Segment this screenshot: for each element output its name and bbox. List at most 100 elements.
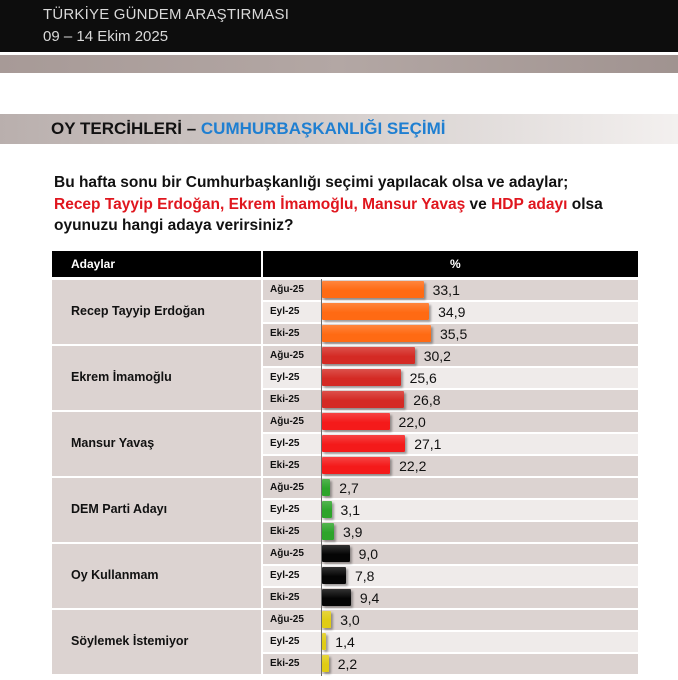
- period-row: Eyl-25: [263, 632, 638, 652]
- bar-value-label: 25,6: [409, 370, 437, 386]
- bar-value-label: 3,0: [340, 612, 360, 628]
- report-header: TÜRKİYE GÜNDEM ARAŞTIRMASI 09 – 14 Ekim …: [0, 0, 678, 52]
- bar: [322, 545, 350, 562]
- candidate-cell: Oy Kullanmam: [52, 544, 261, 608]
- bar-value-label: 26,8: [413, 392, 441, 408]
- bar-value-label: 9,4: [359, 590, 380, 606]
- survey-question: Bu hafta sonu bir Cumhurbaşkanlığı seçim…: [54, 172, 654, 237]
- period-row: Eyl-25: [263, 566, 638, 586]
- bar-value-label: 7,8: [354, 568, 375, 584]
- period-label: Eyl-25: [270, 636, 300, 647]
- candidate-cell: Söylemek İstemiyor: [52, 610, 261, 674]
- period-label: Eyl-25: [270, 306, 300, 317]
- bar: [322, 457, 391, 474]
- bar: [322, 303, 430, 320]
- bar-value-label: 22,0: [398, 414, 426, 430]
- period-row: Eki-25: [263, 390, 638, 410]
- period-label: Ağu-25: [270, 350, 304, 361]
- question-line-3: oyunuzu hangi adaya verirsiniz?: [54, 217, 294, 234]
- header-stripe: [0, 55, 678, 73]
- report-dates: 09 – 14 Ekim 2025: [43, 28, 169, 45]
- period-label: Eki-25: [270, 526, 300, 537]
- period-row: Ağu-25: [263, 412, 638, 432]
- period-label: Eyl-25: [270, 504, 300, 515]
- bar: [322, 281, 424, 298]
- period-label: Eki-25: [270, 658, 300, 669]
- header-percent-label: %: [450, 257, 461, 271]
- report-org: TÜRKİYE GÜNDEM ARAŞTIRMASI: [43, 6, 290, 23]
- bar: [322, 523, 334, 540]
- section-title: OY TERCİHLERİ – CUMHURBAŞKANLIĞI SEÇİMİ: [51, 119, 446, 139]
- question-hdp: HDP adayı: [491, 195, 568, 213]
- period-label: Ağu-25: [270, 548, 304, 559]
- header-candidates-label: Adaylar: [71, 257, 116, 271]
- question-and: ve: [465, 195, 492, 213]
- bar-value-label: 35,5: [439, 326, 468, 342]
- period-label: Eki-25: [270, 394, 300, 405]
- section-title-prefix: OY TERCİHLERİ –: [51, 119, 201, 138]
- period-row: Eyl-25: [263, 500, 638, 520]
- bar: [322, 501, 332, 518]
- question-line-1: Bu hafta sonu bir Cumhurbaşkanlığı seçim…: [54, 174, 569, 191]
- bar: [322, 413, 390, 430]
- period-label: Ağu-25: [270, 614, 304, 625]
- header-percent-cell: %: [263, 251, 638, 277]
- candidate-name: Oy Kullanmam: [71, 568, 159, 582]
- bar-value-label: 33,1: [432, 282, 460, 298]
- period-row: Eki-25: [263, 588, 638, 608]
- bar: [322, 435, 406, 452]
- period-row: Ağu-25: [263, 544, 638, 564]
- period-label: Ağu-25: [270, 482, 304, 493]
- header-candidates-cell: Adaylar: [52, 251, 261, 277]
- candidate-cell: Ekrem İmamoğlu: [52, 346, 261, 410]
- question-line-2: Recep Tayyip Erdoğan, Ekrem İmamoğlu, Ma…: [54, 194, 654, 216]
- bar: [322, 479, 331, 496]
- section-title-highlight: CUMHURBAŞKANLIĞI SEÇİMİ: [200, 119, 446, 138]
- candidate-cell: Mansur Yavaş: [52, 412, 261, 476]
- bar-value-label: 22,2: [399, 458, 427, 474]
- bar: [322, 589, 351, 606]
- period-row: Eki-25: [263, 654, 638, 674]
- bar-value-label: 3,1: [340, 502, 360, 518]
- bar-value-label: 9,0: [358, 546, 379, 562]
- candidate-name: Recep Tayyip Erdoğan: [71, 304, 205, 318]
- period-row: Ağu-25: [263, 610, 638, 630]
- period-row: Ağu-25: [263, 478, 638, 498]
- bar: [322, 347, 415, 364]
- candidate-cell: Recep Tayyip Erdoğan: [52, 280, 261, 344]
- bar: [322, 633, 327, 650]
- candidate-name: Mansur Yavaş: [71, 436, 155, 450]
- bar-value-label: 27,1: [414, 436, 442, 452]
- bar: [322, 369, 401, 386]
- question-candidates: Recep Tayyip Erdoğan, Ekrem İmamoğlu, Ma…: [54, 195, 466, 213]
- bar: [322, 391, 405, 408]
- candidate-name: Söylemek İstemiyor: [71, 634, 189, 648]
- period-label: Eyl-25: [270, 570, 300, 581]
- candidate-name: Ekrem İmamoğlu: [71, 370, 172, 384]
- bar-value-label: 34,9: [438, 304, 466, 320]
- period-row: Eyl-25: [263, 434, 638, 454]
- period-row: Eyl-25: [263, 368, 638, 388]
- period-label: Ağu-25: [270, 416, 304, 427]
- bar-value-label: 2,2: [337, 656, 358, 672]
- bar-value-label: 1,4: [335, 634, 355, 650]
- bar: [322, 655, 329, 672]
- period-row: Eki-25: [263, 456, 638, 476]
- bar: [322, 325, 431, 342]
- period-label: Eyl-25: [270, 438, 300, 449]
- period-label: Eki-25: [270, 592, 300, 603]
- bar-value-label: 30,2: [423, 348, 451, 364]
- period-label: Eki-25: [270, 460, 300, 471]
- chart-axis: [321, 279, 322, 676]
- period-row: Eki-25: [263, 522, 638, 542]
- candidate-cell: DEM Parti Adayı: [52, 478, 261, 542]
- question-tail: olsa: [567, 195, 603, 213]
- bar: [322, 611, 332, 628]
- bar-value-label: 3,9: [342, 524, 363, 540]
- period-label: Eyl-25: [270, 372, 300, 383]
- period-label: Eki-25: [270, 328, 300, 339]
- table-header: Adaylar %: [52, 251, 638, 277]
- bar-value-label: 2,7: [339, 480, 359, 496]
- bar: [322, 567, 346, 584]
- section-bar: OY TERCİHLERİ – CUMHURBAŞKANLIĞI SEÇİMİ: [0, 114, 678, 144]
